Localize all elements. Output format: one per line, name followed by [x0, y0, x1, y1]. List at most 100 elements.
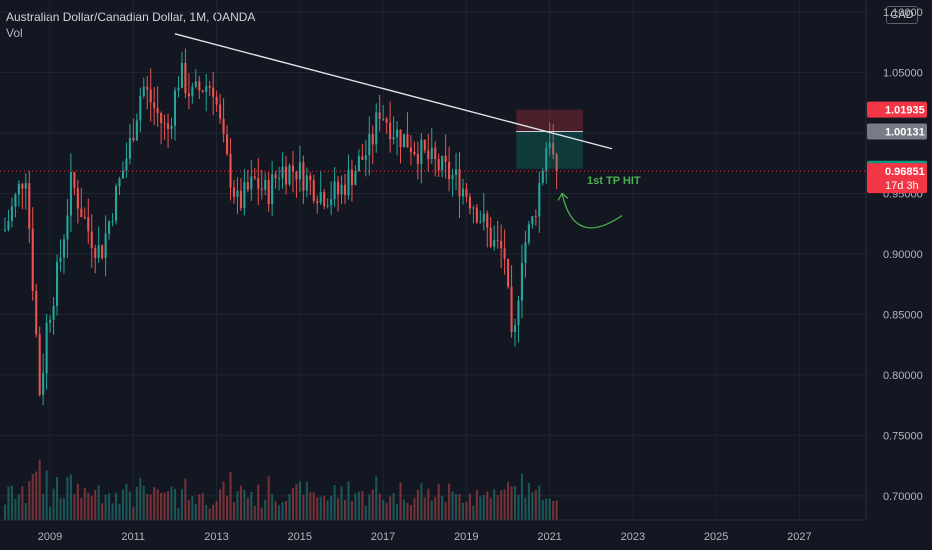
- volume-bar: [267, 476, 270, 520]
- volume-bar: [375, 476, 378, 520]
- volume-bar: [111, 503, 114, 520]
- volume-bar: [243, 489, 246, 520]
- candle-body: [10, 206, 13, 222]
- candle-body: [222, 118, 225, 135]
- volume-bar: [97, 485, 100, 520]
- grid-lines: [0, 0, 866, 520]
- volume-bar: [350, 500, 353, 520]
- volume-bar: [170, 486, 173, 520]
- candle-body: [132, 137, 135, 141]
- volume-bar: [517, 494, 520, 520]
- volume-bar: [3, 504, 7, 520]
- volume-bar: [392, 493, 395, 520]
- volume-bar: [274, 501, 277, 520]
- volume-bar: [10, 485, 13, 520]
- volume-bar: [201, 493, 204, 520]
- volume-bar: [118, 503, 121, 520]
- volume-bar: [513, 486, 517, 520]
- candle-body: [496, 239, 499, 241]
- symbol-title[interactable]: Australian Dollar/Canadian Dollar, 1M, O…: [6, 10, 256, 24]
- volume-bar: [538, 485, 541, 520]
- candle-body: [413, 151, 416, 155]
- volume-bar: [319, 496, 322, 520]
- candle-body: [198, 81, 201, 91]
- candle-body: [448, 161, 451, 180]
- volume-bar: [323, 495, 326, 520]
- trendline[interactable]: [174, 33, 613, 150]
- volume-bar: [396, 504, 399, 520]
- volume-bar: [236, 491, 239, 520]
- candle-body: [350, 169, 353, 186]
- volume-bar: [278, 505, 281, 520]
- candle-body: [437, 159, 440, 171]
- price-tick-label: 1.05000: [883, 68, 923, 80]
- candles: [3, 48, 558, 406]
- chart-legend: Australian Dollar/Canadian Dollar, 1M, O…: [6, 9, 255, 41]
- candle-body: [510, 286, 513, 333]
- candle-body: [3, 229, 7, 231]
- candle-body: [330, 199, 333, 206]
- volume-bar: [94, 489, 97, 520]
- curved-arrow-icon: [561, 193, 623, 229]
- candle-body: [548, 142, 551, 148]
- volume-bar: [194, 503, 197, 520]
- candle-body: [333, 181, 336, 200]
- price-axis[interactable]: 1.100001.050001.000000.950000.900000.850…: [883, 7, 923, 503]
- candle-body: [62, 239, 66, 258]
- candle-body: [125, 158, 128, 171]
- volume-bar: [121, 489, 125, 520]
- candle-body: [298, 162, 301, 180]
- candle-body: [66, 215, 69, 240]
- candle-body: [454, 169, 458, 176]
- volume-label[interactable]: Vol: [6, 26, 23, 40]
- volume-bar: [298, 481, 301, 520]
- volume-bar: [212, 504, 215, 520]
- volume-bar: [402, 499, 406, 520]
- candle-body: [21, 183, 24, 189]
- price-tag-label: 0.96851: [885, 166, 925, 178]
- volume-bar: [343, 499, 347, 520]
- volume-bar: [257, 484, 260, 520]
- candle-body: [118, 178, 121, 187]
- candle-body: [302, 162, 305, 191]
- candle-body: [49, 320, 52, 323]
- candle-body: [111, 220, 114, 222]
- candle-body: [52, 305, 55, 321]
- currency-button[interactable]: CAD: [886, 6, 918, 24]
- volume-bar: [173, 488, 177, 520]
- volume-bar: [104, 494, 107, 520]
- volume-bar: [219, 489, 222, 520]
- time-tick-label: 2013: [204, 531, 228, 543]
- candle-body: [423, 139, 426, 151]
- price-tick-label: 0.85000: [883, 309, 923, 321]
- position-zone[interactable]: [516, 109, 583, 169]
- volume-bar: [371, 489, 374, 520]
- candle-body: [59, 257, 62, 262]
- candle-body: [389, 122, 392, 140]
- time-axis[interactable]: 2009 2011 2013 2015 2017 2019 2021 2023 2025 2027: [38, 531, 812, 543]
- volume-bar: [250, 491, 253, 520]
- candle-body: [312, 179, 315, 201]
- volume-bar: [135, 486, 138, 520]
- candle-body: [364, 155, 367, 160]
- candle-body: [503, 248, 506, 259]
- candle-body: [434, 147, 437, 160]
- candle-body: [194, 81, 197, 87]
- volume-bar: [454, 494, 458, 520]
- candle-body: [114, 186, 118, 221]
- price-tick-label: 0.70000: [883, 491, 923, 503]
- volume-bar: [406, 502, 409, 520]
- volume-bar: [83, 487, 86, 520]
- volume-bar: [35, 471, 38, 520]
- time-tick-label: 2009: [38, 531, 62, 543]
- candle-body: [90, 231, 93, 249]
- volume-bar: [73, 494, 76, 520]
- volume-bar: [167, 491, 170, 520]
- candle-body: [87, 217, 90, 232]
- volume-bar: [326, 500, 329, 520]
- candle-body: [337, 181, 340, 195]
- candle-body: [180, 62, 183, 88]
- candle-body: [163, 123, 166, 125]
